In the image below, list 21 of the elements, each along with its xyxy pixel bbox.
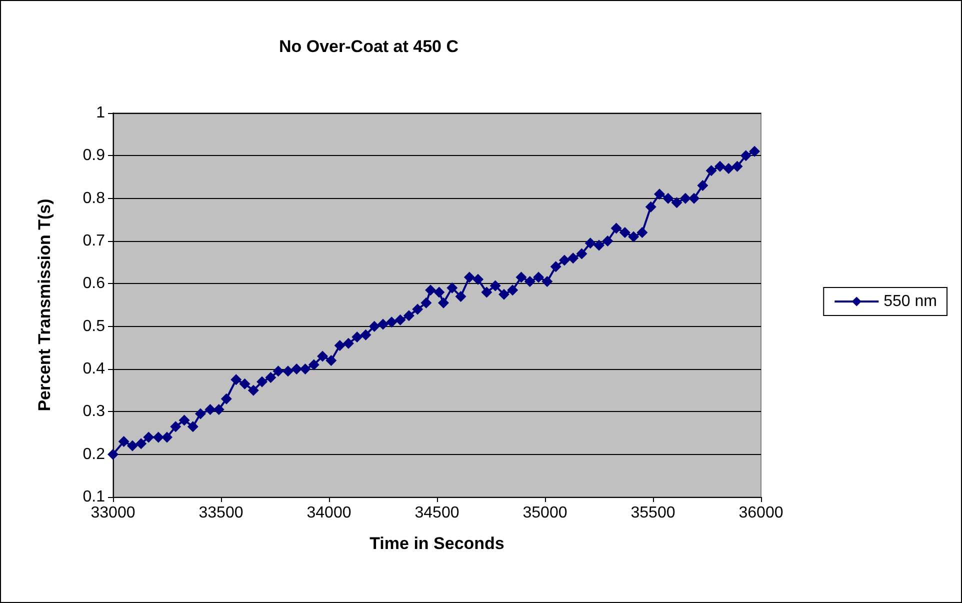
x-tick-label: 34000 — [306, 504, 352, 522]
y-tick-label: 0.1 — [82, 488, 106, 506]
chart-title: No Over-Coat at 450 C — [279, 37, 458, 56]
x-tick-label: 36000 — [738, 504, 784, 522]
y-tick-label: 0.8 — [82, 190, 106, 207]
y-tick-label: 0.2 — [82, 446, 106, 463]
y-tick-label: 0.3 — [82, 403, 106, 420]
y-axis-title: Percent Transmission T(s) — [35, 198, 54, 412]
y-tick-label: 0.7 — [82, 232, 106, 250]
x-tick-label: 33000 — [90, 504, 136, 522]
y-tick-label: 1 — [96, 104, 106, 122]
x-tick-label: 33500 — [198, 504, 244, 522]
y-tick-label: 0.4 — [82, 360, 106, 378]
legend-label: 550 nm — [884, 293, 938, 310]
y-tick-label: 0.5 — [82, 318, 106, 335]
x-tick-label: 35500 — [630, 504, 676, 522]
y-tick-label: 0.6 — [82, 275, 106, 292]
y-tick-label: 0.9 — [82, 147, 106, 164]
x-axis-title: Time in Seconds — [370, 534, 504, 553]
x-tick-label: 35000 — [522, 504, 568, 522]
x-tick-label: 34500 — [414, 504, 460, 522]
